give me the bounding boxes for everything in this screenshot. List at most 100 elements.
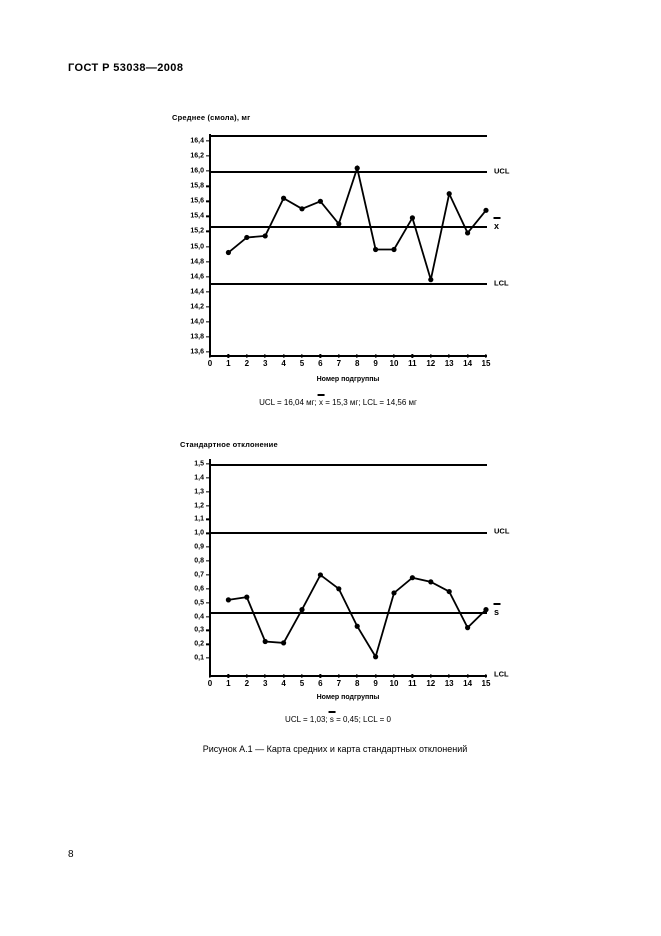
- s-chart-x-tick-label: 1: [226, 679, 231, 688]
- chart2-caption-prefix: UCL = 1,03;: [285, 715, 330, 724]
- chart2-data-series: [225, 572, 489, 660]
- s-chart-y-tick-mark: [206, 532, 210, 534]
- xbar-chart-x-tick-label: 0: [207, 359, 213, 368]
- chart1-center-symbol: x: [494, 221, 500, 231]
- s-chart-x-tick-label: 5: [299, 679, 305, 688]
- chart2-center-label: s: [493, 603, 500, 617]
- xbar-chart-x-tick-mark: [282, 354, 285, 358]
- s-chart-y-tick-label: 1,1: [194, 515, 204, 523]
- xbar-chart-y-tick-label: 14,6: [190, 273, 204, 281]
- xbar-chart-y-tick-label: 16,2: [190, 152, 204, 160]
- xbar-chart-data-point: [299, 206, 305, 212]
- xbar-chart-x-tick-mark: [301, 354, 303, 358]
- chart2-x-axis: [209, 675, 487, 677]
- chart2-lcl-label: LCL: [494, 669, 509, 679]
- s-chart-y-tick-label: 1,4: [194, 474, 204, 482]
- xbar-chart-y-tick-mark: [206, 306, 210, 308]
- s-chart-y-tick-label: 0,6: [194, 585, 204, 593]
- xbar-chart-y-tick-mark: [206, 155, 210, 157]
- xbar-chart-x-tick-label: 7: [336, 359, 342, 368]
- s-chart-x-tick-mark: [356, 674, 358, 678]
- xbar-chart-x-tick-mark: [264, 354, 266, 358]
- s-chart-x-tick-mark: [430, 674, 432, 678]
- xbar-chart-x-tick-label: 13: [444, 359, 454, 368]
- s-chart-data-point: [299, 607, 305, 613]
- chart1-x-axis: [209, 355, 487, 357]
- xbar-chart-y-tick-mark: [206, 336, 210, 338]
- s-chart-x-tick-label: 10: [389, 679, 399, 688]
- s-chart-y-tick-label: 0,3: [194, 626, 204, 634]
- xbar-chart-data-point: [465, 230, 471, 236]
- chart2-ucl-label: UCL: [494, 526, 510, 536]
- xbar-chart-data-point: [409, 215, 415, 221]
- s-chart-y-tick-mark: [206, 588, 210, 590]
- chart1-caption-prefix: UCL = 16,04 мг;: [259, 398, 319, 407]
- xbar-chart-data-point: [373, 246, 379, 253]
- s-chart-data-point: [465, 625, 471, 631]
- xbar-chart-y-tick-mark: [206, 351, 210, 353]
- xbar-chart-y-tick-mark: [206, 245, 210, 248]
- chart2-caption: UCL = 1,03; s = 0,45; LCL = 0: [285, 711, 391, 724]
- chart2-caption-suffix: = 0,45; LCL = 0: [333, 715, 391, 724]
- s-chart-x-tick-mark: [485, 674, 487, 678]
- xbar-chart-data-point: [262, 233, 268, 239]
- chart1-top-border-line: [209, 135, 487, 138]
- s-chart-x-tick-label: 0: [207, 679, 213, 688]
- xbar-chart-data-point: [428, 277, 434, 283]
- s-chart-x-tick-mark: [264, 674, 266, 678]
- s-chart-data-point: [281, 640, 287, 646]
- xbar-chart-x-tick-mark: [209, 354, 211, 358]
- xbar-chart-x-tick-mark: [319, 354, 322, 358]
- s-chart-x-tick-mark: [338, 674, 340, 678]
- s-chart-x-tick-mark: [209, 674, 211, 678]
- xbar-chart-y-tick-label: 14,2: [190, 303, 204, 311]
- xbar-chart-x-tick-label: 8: [354, 359, 360, 368]
- xbar-chart-y-tick-mark: [206, 230, 210, 233]
- page-number: 8: [68, 849, 74, 860]
- xbar-chart-y-tick-label: 16,0: [190, 167, 204, 175]
- chart2-center-symbol: s: [494, 607, 500, 617]
- xbar-chart-y-tick-mark: [206, 321, 210, 323]
- chart1-ucl-line: [209, 171, 487, 173]
- chart2-top-border-line: [209, 464, 487, 467]
- s-chart-data-point: [262, 638, 268, 645]
- s-chart-x-tick-label: 7: [336, 679, 342, 688]
- chart1-caption-xbar: x: [319, 398, 323, 407]
- xbar-chart-y-tick-label: 13,6: [190, 348, 204, 356]
- s-chart-x-tick-mark: [282, 674, 285, 678]
- s-chart-data-point: [354, 623, 360, 629]
- chart1-x-axis-title: Номер подгруппы: [316, 376, 380, 383]
- s-chart-x-tick-mark: [374, 674, 377, 678]
- chart1-lcl-line: [209, 283, 487, 285]
- s-chart-y-tick-label: 1,2: [194, 502, 204, 510]
- xbar-chart-y-tick-mark: [206, 291, 210, 293]
- s-chart-y-tick-mark: [206, 657, 210, 659]
- s-chart-y-tick-label: 1,5: [194, 460, 204, 468]
- s-chart-y-tick-mark: [206, 560, 210, 562]
- s-chart-x-tick-mark: [246, 674, 248, 678]
- xbar-chart-x-tick-label: 2: [244, 359, 250, 368]
- s-chart-x-tick-label: 13: [444, 679, 454, 688]
- xbar-chart-data-point: [391, 246, 397, 253]
- xbar-chart-x-tick-mark: [485, 354, 487, 358]
- xbar-chart-y-tick-label: 13,8: [190, 333, 204, 341]
- s-chart-x-tick-label: 4: [281, 679, 286, 688]
- chart2-center-line: [209, 612, 487, 614]
- chart2-x-axis-title: Номер подгруппы: [316, 694, 380, 701]
- s-chart-x-tick-label: 9: [373, 679, 378, 688]
- xbar-chart-y-tick-label: 14,0: [190, 318, 204, 326]
- xbar-chart-x-tick-label: 10: [389, 359, 399, 368]
- chart2-title: Стандартное отклонение: [180, 440, 278, 449]
- chart1-lcl-label: LCL: [494, 278, 509, 288]
- s-chart-x-tick-mark: [448, 674, 450, 678]
- chart1-y-axis: [209, 134, 211, 356]
- xbar-chart-y-tick-mark: [206, 185, 210, 187]
- s-chart-x-tick-mark: [393, 674, 395, 678]
- s-chart-x-tick-label: 11: [408, 679, 417, 688]
- xbar-chart-y-tick-mark: [206, 275, 210, 278]
- chart1-caption: UCL = 16,04 мг; x = 15,3 мг; LCL = 14,56…: [259, 394, 417, 407]
- xbar-chart-data-point: [336, 221, 342, 227]
- chart1-caption-suffix: = 15,3 мг; LCL = 14,56 мг: [323, 398, 417, 407]
- s-chart-y-tick-mark: [206, 504, 210, 507]
- chart1-data-series: [225, 164, 489, 283]
